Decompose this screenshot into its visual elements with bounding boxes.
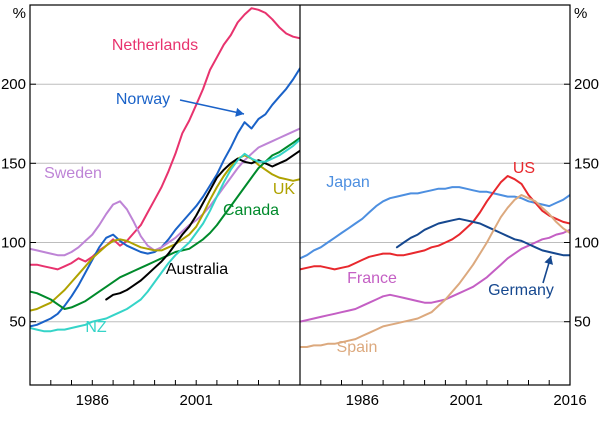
x-tick-label: 1986 [346,392,379,409]
series-label-germany: Germany [488,282,554,299]
unit-label-right: % [574,5,587,22]
y-tick-label: 100 [574,235,599,252]
series-label-japan: Japan [326,174,370,191]
series-line-sweden [30,127,300,257]
series-line-norway [30,67,300,328]
series-label-netherlands: Netherlands [112,37,198,54]
unit-label-left: % [13,5,26,22]
y-tick-label: 150 [1,155,26,172]
y-tick-label: 50 [9,314,26,331]
annotation-arrowhead [235,107,244,117]
series-label-nz: NZ [85,319,107,336]
series-line-france [300,228,570,323]
y-tick-label: 200 [574,76,599,93]
annotation-arrowhead [544,256,553,265]
series-line-germany [395,217,570,257]
series-line-australia [105,149,300,301]
series-label-norway: Norway [116,91,170,108]
y-tick-label: 200 [1,76,26,93]
x-tick-label: 2016 [553,392,586,409]
series-label-sweden: Sweden [44,165,102,182]
annotation-arrow [179,99,245,115]
y-tick-label: 150 [574,155,599,172]
series-line-netherlands [30,7,300,271]
x-tick-label: 2001 [450,392,483,409]
x-tick-label: 1986 [76,392,109,409]
series-line-spain [300,194,570,348]
series-line-us [300,175,570,271]
series-label-uk: UK [273,181,296,198]
series-line-japan [300,186,570,260]
series-label-spain: Spain [337,339,378,356]
series-label-us: US [513,160,535,177]
series-label-canada: Canada [223,202,279,219]
y-tick-label: 100 [1,235,26,252]
y-tick-label: 50 [574,314,591,331]
series-label-australia: Australia [166,261,228,278]
series-label-france: France [347,270,397,287]
x-tick-label: 2001 [180,392,213,409]
series-line-nz [30,138,300,333]
